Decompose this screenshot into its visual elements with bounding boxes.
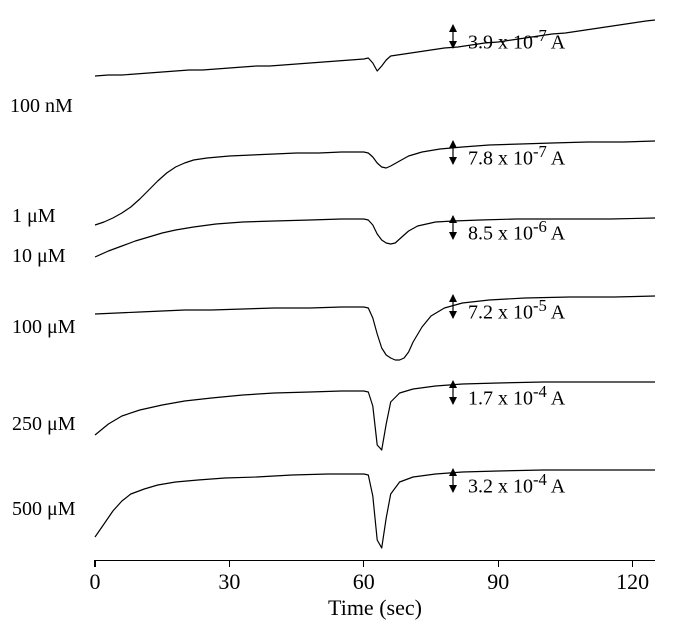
- scale-bar-label-t500uM: 3.2 x 10-4 A: [468, 470, 565, 499]
- concentration-label-t1uM: 1 μM: [12, 205, 56, 228]
- amperometric-traces-chart: Time (sec) 0306090120 100 nM3.9 x 10-7 A…: [0, 0, 674, 623]
- scale-bar-label-t1uM: 7.8 x 10-7 A: [468, 142, 565, 171]
- scale-bar-label-t250uM: 1.7 x 10-4 A: [468, 382, 565, 411]
- scale-bar-label-t100uM: 7.2 x 10-5 A: [468, 296, 565, 325]
- concentration-label-t100uM: 100 μM: [12, 316, 76, 339]
- concentration-label-t250uM: 250 μM: [12, 413, 76, 436]
- concentration-label-t100nM: 100 nM: [10, 95, 73, 118]
- concentration-label-t500uM: 500 μM: [12, 498, 76, 521]
- concentration-label-t10uM: 10 μM: [12, 245, 66, 268]
- scale-bar-label-t100nM: 3.9 x 10-7 A: [468, 26, 565, 55]
- scale-bar-label-t10uM: 8.5 x 10-6 A: [468, 217, 565, 246]
- scale-bar-t500uM: [0, 0, 674, 623]
